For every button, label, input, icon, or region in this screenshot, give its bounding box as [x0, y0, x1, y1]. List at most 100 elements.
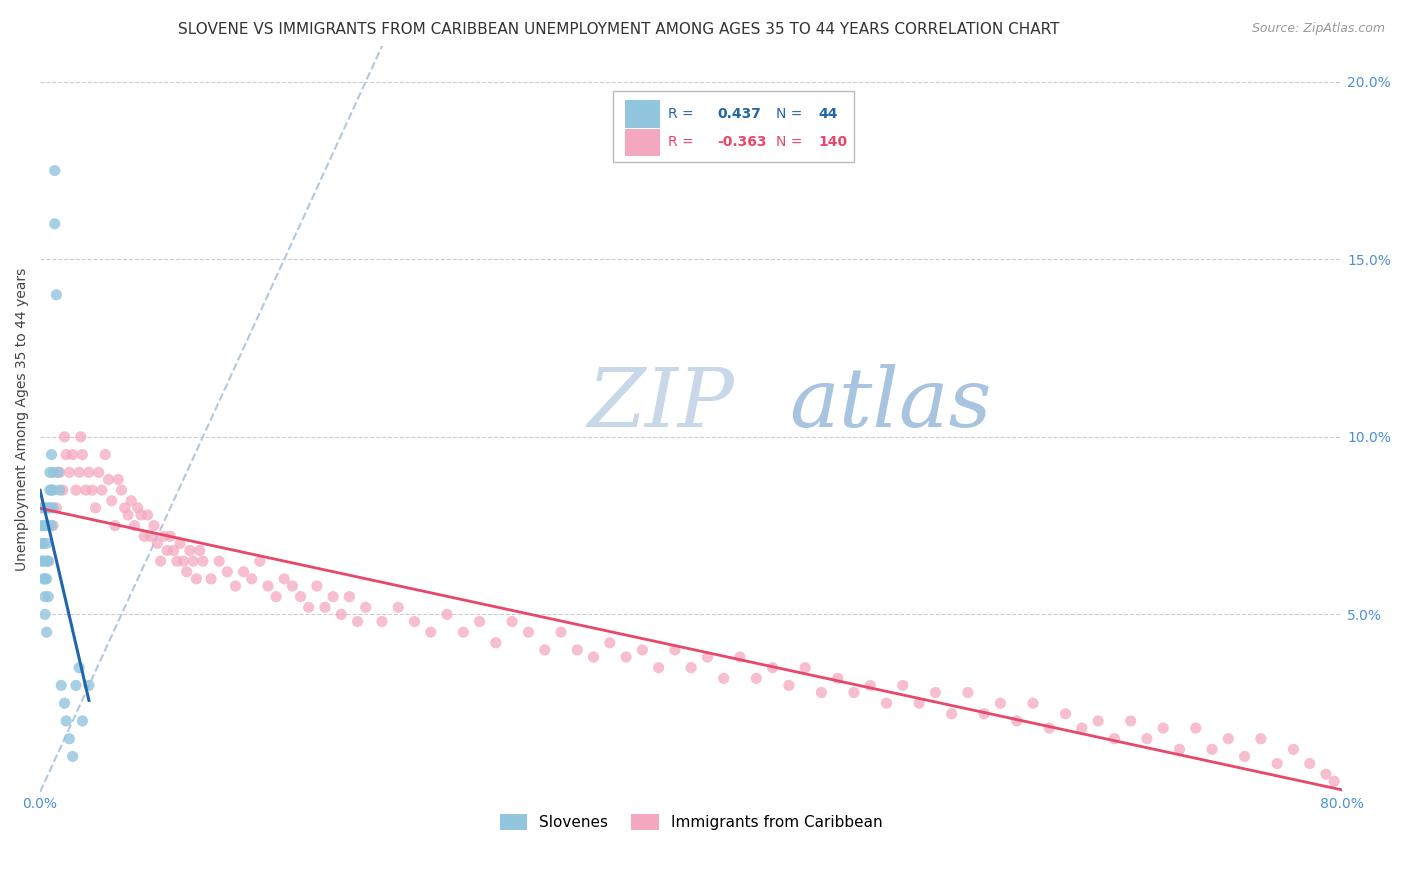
Point [100, 493, 122, 508]
Point [77, 678, 100, 692]
Point [31, 554, 53, 568]
Point [1005, 714, 1028, 728]
Point [1218, 731, 1240, 746]
Y-axis label: Unemployment Among Ages 35 to 44 years: Unemployment Among Ages 35 to 44 years [15, 268, 30, 571]
Point [208, 554, 231, 568]
Point [31, 536, 53, 550]
Point [156, 543, 179, 558]
Point [52, 483, 75, 497]
Point [810, 685, 832, 699]
Point [305, 579, 328, 593]
Point [136, 508, 159, 522]
Text: N =: N = [776, 107, 811, 120]
FancyBboxPatch shape [624, 100, 659, 128]
Point [32, 536, 55, 550]
Point [87, 466, 110, 480]
Point [139, 529, 162, 543]
Point [664, 643, 686, 657]
Legend: Slovenes, Immigrants from Caribbean: Slovenes, Immigrants from Caribbean [494, 808, 889, 837]
Point [58, 466, 80, 480]
Point [58, 731, 80, 746]
Point [42, 500, 65, 515]
Point [453, 625, 475, 640]
Point [330, 607, 353, 622]
Point [75, 483, 97, 497]
Point [908, 696, 931, 710]
Point [153, 529, 176, 543]
Point [1022, 696, 1045, 710]
Point [941, 706, 963, 721]
Text: 44: 44 [818, 107, 838, 120]
Point [1054, 706, 1077, 721]
Point [143, 518, 166, 533]
Point [37, 518, 59, 533]
Point [1201, 742, 1223, 756]
Point [34, 572, 56, 586]
Point [34, 590, 56, 604]
Point [44, 163, 66, 178]
Point [38, 500, 60, 515]
Point [614, 650, 637, 665]
Point [51, 678, 73, 692]
Point [1323, 774, 1346, 789]
Point [34, 500, 56, 515]
Point [1265, 756, 1288, 771]
Point [761, 661, 783, 675]
Point [179, 543, 201, 558]
Point [84, 500, 107, 515]
Point [973, 706, 995, 721]
Point [956, 685, 979, 699]
Point [114, 500, 136, 515]
Point [485, 636, 508, 650]
Point [172, 554, 194, 568]
Point [257, 579, 280, 593]
FancyBboxPatch shape [613, 91, 853, 161]
Point [891, 678, 914, 692]
Point [436, 607, 458, 622]
Point [337, 590, 360, 604]
Point [217, 565, 239, 579]
Point [37, 554, 59, 568]
Text: SLOVENE VS IMMIGRANTS FROM CARIBBEAN UNEMPLOYMENT AMONG AGES 35 TO 44 YEARS CORR: SLOVENE VS IMMIGRANTS FROM CARIBBEAN UNE… [179, 22, 1059, 37]
Point [32, 572, 55, 586]
Point [42, 518, 65, 533]
Point [45, 287, 67, 301]
Point [186, 572, 208, 586]
Point [55, 714, 77, 728]
Point [134, 529, 156, 543]
Point [35, 625, 58, 640]
Point [468, 615, 491, 629]
Point [41, 483, 63, 497]
Point [159, 529, 181, 543]
Text: R =: R = [668, 107, 702, 120]
Text: Source: ZipAtlas.com: Source: ZipAtlas.com [1251, 22, 1385, 36]
Point [45, 500, 67, 515]
Point [166, 554, 188, 568]
Point [1119, 714, 1142, 728]
Point [273, 572, 295, 586]
Point [77, 466, 100, 480]
Point [550, 625, 572, 640]
Point [41, 448, 63, 462]
Point [322, 590, 344, 604]
Point [859, 678, 882, 692]
Point [200, 572, 222, 586]
Point [110, 483, 132, 497]
Point [745, 671, 768, 685]
Point [62, 448, 84, 462]
Point [1315, 767, 1337, 781]
Point [1070, 721, 1092, 735]
Text: N =: N = [776, 135, 811, 149]
Point [42, 483, 65, 497]
Point [32, 518, 55, 533]
Point [924, 685, 946, 699]
Point [990, 696, 1012, 710]
Point [778, 678, 800, 692]
Point [65, 483, 87, 497]
Point [1168, 742, 1191, 756]
Point [188, 543, 211, 558]
Point [1184, 721, 1206, 735]
Point [94, 448, 117, 462]
Point [72, 448, 94, 462]
Point [696, 650, 718, 665]
